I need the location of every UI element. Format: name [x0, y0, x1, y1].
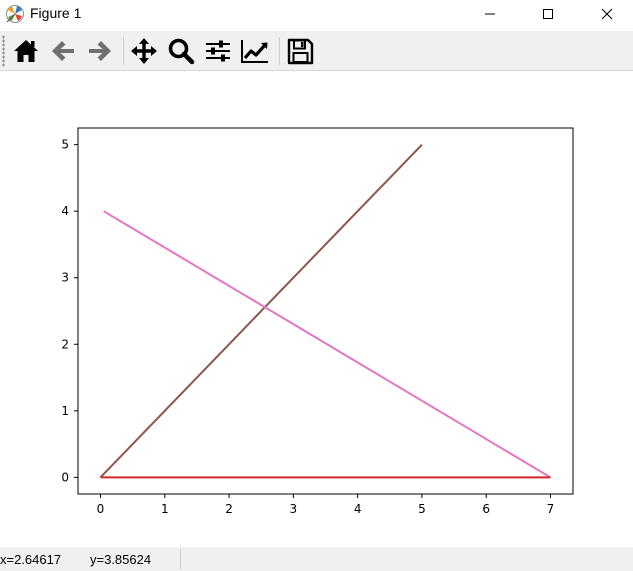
zoom-button[interactable] — [166, 36, 196, 66]
x-tick-label: 2 — [225, 502, 233, 516]
minimize-icon — [485, 13, 495, 15]
maximize-icon — [543, 9, 553, 19]
cursor-x-readout: x=2.64617 — [0, 552, 62, 567]
pan-button[interactable] — [129, 36, 159, 66]
floppy-disk-icon — [287, 38, 314, 65]
y-tick-label: 3 — [61, 271, 69, 285]
save-button[interactable] — [285, 36, 315, 66]
sliders-icon — [206, 40, 230, 62]
x-tick-label: 4 — [354, 502, 362, 516]
minimize-button[interactable] — [467, 0, 513, 28]
move-arrows-icon — [131, 38, 157, 64]
cursor-y-readout: y=3.85624 — [90, 552, 152, 567]
status-separator — [180, 549, 181, 569]
series-line-2 — [103, 210, 552, 479]
status-bar: x=2.64617 y=3.85624 — [0, 547, 633, 571]
x-tick-label: 1 — [161, 502, 169, 516]
forward-button[interactable] — [85, 36, 115, 66]
close-button[interactable] — [584, 0, 630, 28]
home-button[interactable] — [11, 36, 41, 66]
x-tick-label: 7 — [547, 502, 555, 516]
toolbar-grip[interactable] — [2, 35, 5, 67]
line-chart-icon — [241, 40, 268, 63]
configure-subplots-button[interactable] — [203, 36, 233, 66]
y-tick-label: 5 — [61, 138, 69, 152]
x-tick-label: 3 — [290, 502, 298, 516]
x-tick-label: 0 — [97, 502, 105, 516]
x-tick-label: 5 — [418, 502, 426, 516]
figure-canvas[interactable]: 0 1 2 3 4 5 6 7 0 1 2 3 4 5 — [0, 71, 633, 547]
window-title: Figure 1 — [30, 5, 82, 21]
y-tick-label: 1 — [61, 404, 69, 418]
edit-axes-button[interactable] — [240, 36, 270, 66]
series-line-1 — [99, 143, 423, 479]
y-tick-label: 2 — [61, 337, 69, 351]
maximize-button[interactable] — [525, 0, 571, 28]
magnifier-icon — [168, 38, 195, 65]
axes-frame — [77, 127, 574, 495]
toolbar-separator — [279, 37, 280, 65]
title-bar: Figure 1 — [0, 0, 633, 28]
x-tick-label: 6 — [482, 502, 490, 516]
toolbar-separator — [123, 37, 124, 65]
navigation-toolbar — [0, 31, 633, 71]
close-icon — [601, 8, 613, 20]
y-tick-label: 4 — [61, 204, 69, 218]
y-tick-label: 0 — [61, 470, 69, 484]
line-chart: 0 1 2 3 4 5 6 7 0 1 2 3 4 5 — [61, 127, 574, 516]
arrow-right-icon — [89, 41, 111, 61]
matplotlib-logo-icon — [6, 5, 24, 23]
back-button[interactable] — [48, 36, 78, 66]
home-icon — [14, 40, 38, 62]
arrow-left-icon — [52, 41, 74, 61]
